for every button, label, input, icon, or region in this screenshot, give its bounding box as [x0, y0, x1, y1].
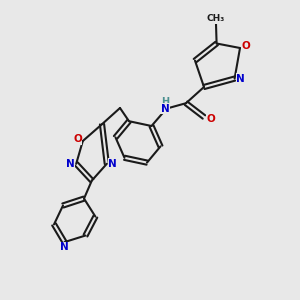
Text: N: N: [108, 159, 117, 169]
Text: N: N: [60, 242, 69, 253]
Text: N: N: [160, 103, 169, 114]
Text: N: N: [66, 159, 75, 169]
Text: H: H: [161, 97, 169, 107]
Text: O: O: [241, 40, 250, 51]
Text: N: N: [236, 74, 245, 84]
Text: CH₃: CH₃: [207, 14, 225, 23]
Text: O: O: [206, 114, 215, 124]
Text: O: O: [73, 134, 82, 144]
